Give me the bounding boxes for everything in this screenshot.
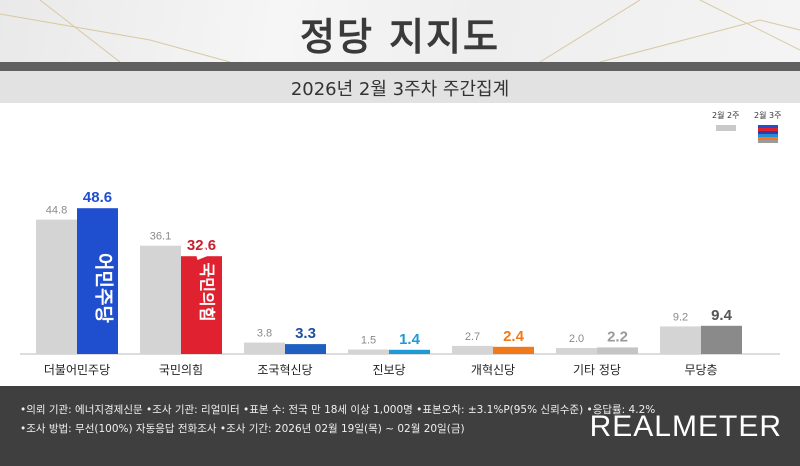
bar-curr <box>389 349 430 354</box>
category-label: 기타 정당 <box>573 363 621 377</box>
survey-note-line1: •의뢰 기관: 에너지경제신문 •조사 기관: 리얼미터 •표본 수: 전국 만… <box>20 404 656 416</box>
data-label-curr: 9.4 <box>711 307 733 324</box>
legend-color-stripe <box>757 131 778 134</box>
legend-prev-label: 2월 2주 <box>712 111 740 120</box>
data-label-prev: 2.7 <box>465 331 480 343</box>
data-label-prev: 1.5 <box>361 335 376 347</box>
bar-chart: 44.8 48.6 더불어민주당 36.1 32.6 국민의힘 3.8 3.3 조국혁신당 1.5… <box>20 189 780 377</box>
legend-color-stripe <box>757 140 778 143</box>
data-label-curr: 2.2 <box>607 328 628 345</box>
header-divider <box>0 62 800 71</box>
bar-prev <box>452 345 493 354</box>
data-label-curr: 1.4 <box>399 331 421 348</box>
data-label-curr: 48.6 <box>83 189 112 206</box>
brand-logo: REALMETER <box>589 410 782 443</box>
subtitle-bar: 2026년 2월 3주차 주간집계 <box>0 71 800 103</box>
category-label: 진보당 <box>372 363 405 377</box>
bar-prev <box>556 348 597 354</box>
legend-color-stripe <box>757 137 778 140</box>
data-label-curr: 3.3 <box>295 325 316 342</box>
data-label-curr: 2.4 <box>503 328 525 345</box>
bar-prev <box>660 326 701 354</box>
bar-prev <box>348 349 389 354</box>
dem-party-logo: 어민주당 <box>93 253 115 323</box>
data-label-prev: 9.2 <box>673 311 688 323</box>
legend-prev-swatch <box>715 125 736 131</box>
legend-color-stripe <box>757 125 778 128</box>
data-label-prev: 2.0 <box>569 333 584 345</box>
bar-curr <box>597 347 638 354</box>
category-label: 조국혁신당 <box>257 363 312 377</box>
legend-prev: 2월 2주 <box>712 110 739 131</box>
ppp-logo-mark <box>195 248 208 260</box>
legend-color-stripe <box>757 128 778 131</box>
bar-curr <box>701 325 742 354</box>
bar-prev <box>244 342 285 354</box>
category-label: 더불어민주당 <box>44 363 110 377</box>
legend-color-stripe <box>757 134 778 137</box>
chart-area: 44.8 48.6 더불어민주당 36.1 32.6 국민의힘 3.8 3.3 조국혁신당 1.5… <box>0 103 800 383</box>
bar-prev <box>140 245 181 354</box>
bar-curr <box>77 208 118 354</box>
category-label: 개혁신당 <box>471 363 515 377</box>
data-label-curr: 32.6 <box>187 237 216 254</box>
bar-curr <box>493 346 534 354</box>
survey-notes: •의뢰 기관: 에너지경제신문 •조사 기관: 리얼미터 •표본 수: 전국 만… <box>20 401 655 439</box>
legend-curr: 2월 3주 <box>754 110 781 143</box>
bar-prev <box>36 219 77 354</box>
data-label-prev: 3.8 <box>257 328 272 340</box>
ppp-party-logo: 국민의힘 <box>198 263 217 322</box>
header-banner: 정당 지지도 <box>0 0 800 62</box>
data-label-prev: 44.8 <box>46 205 67 217</box>
legend-curr-swatch <box>757 125 778 143</box>
survey-note-line2: •조사 방법: 무선(100%) 자동응답 전화조사 •조사 기간: 2026년… <box>20 423 465 435</box>
footer: •의뢰 기관: 에너지경제신문 •조사 기관: 리얼미터 •표본 수: 전국 만… <box>0 386 800 466</box>
category-label: 무당층 <box>684 363 717 377</box>
category-label: 국민의힘 <box>159 363 203 377</box>
page-subtitle: 2026년 2월 3주차 주간집계 <box>290 79 510 100</box>
bar-curr <box>285 344 326 354</box>
bar-curr <box>181 256 222 354</box>
page-title: 정당 지지도 <box>299 15 501 59</box>
decorative-lines <box>0 0 800 62</box>
data-label-prev: 36.1 <box>150 231 171 243</box>
legend-curr-label: 2월 3주 <box>754 111 782 120</box>
